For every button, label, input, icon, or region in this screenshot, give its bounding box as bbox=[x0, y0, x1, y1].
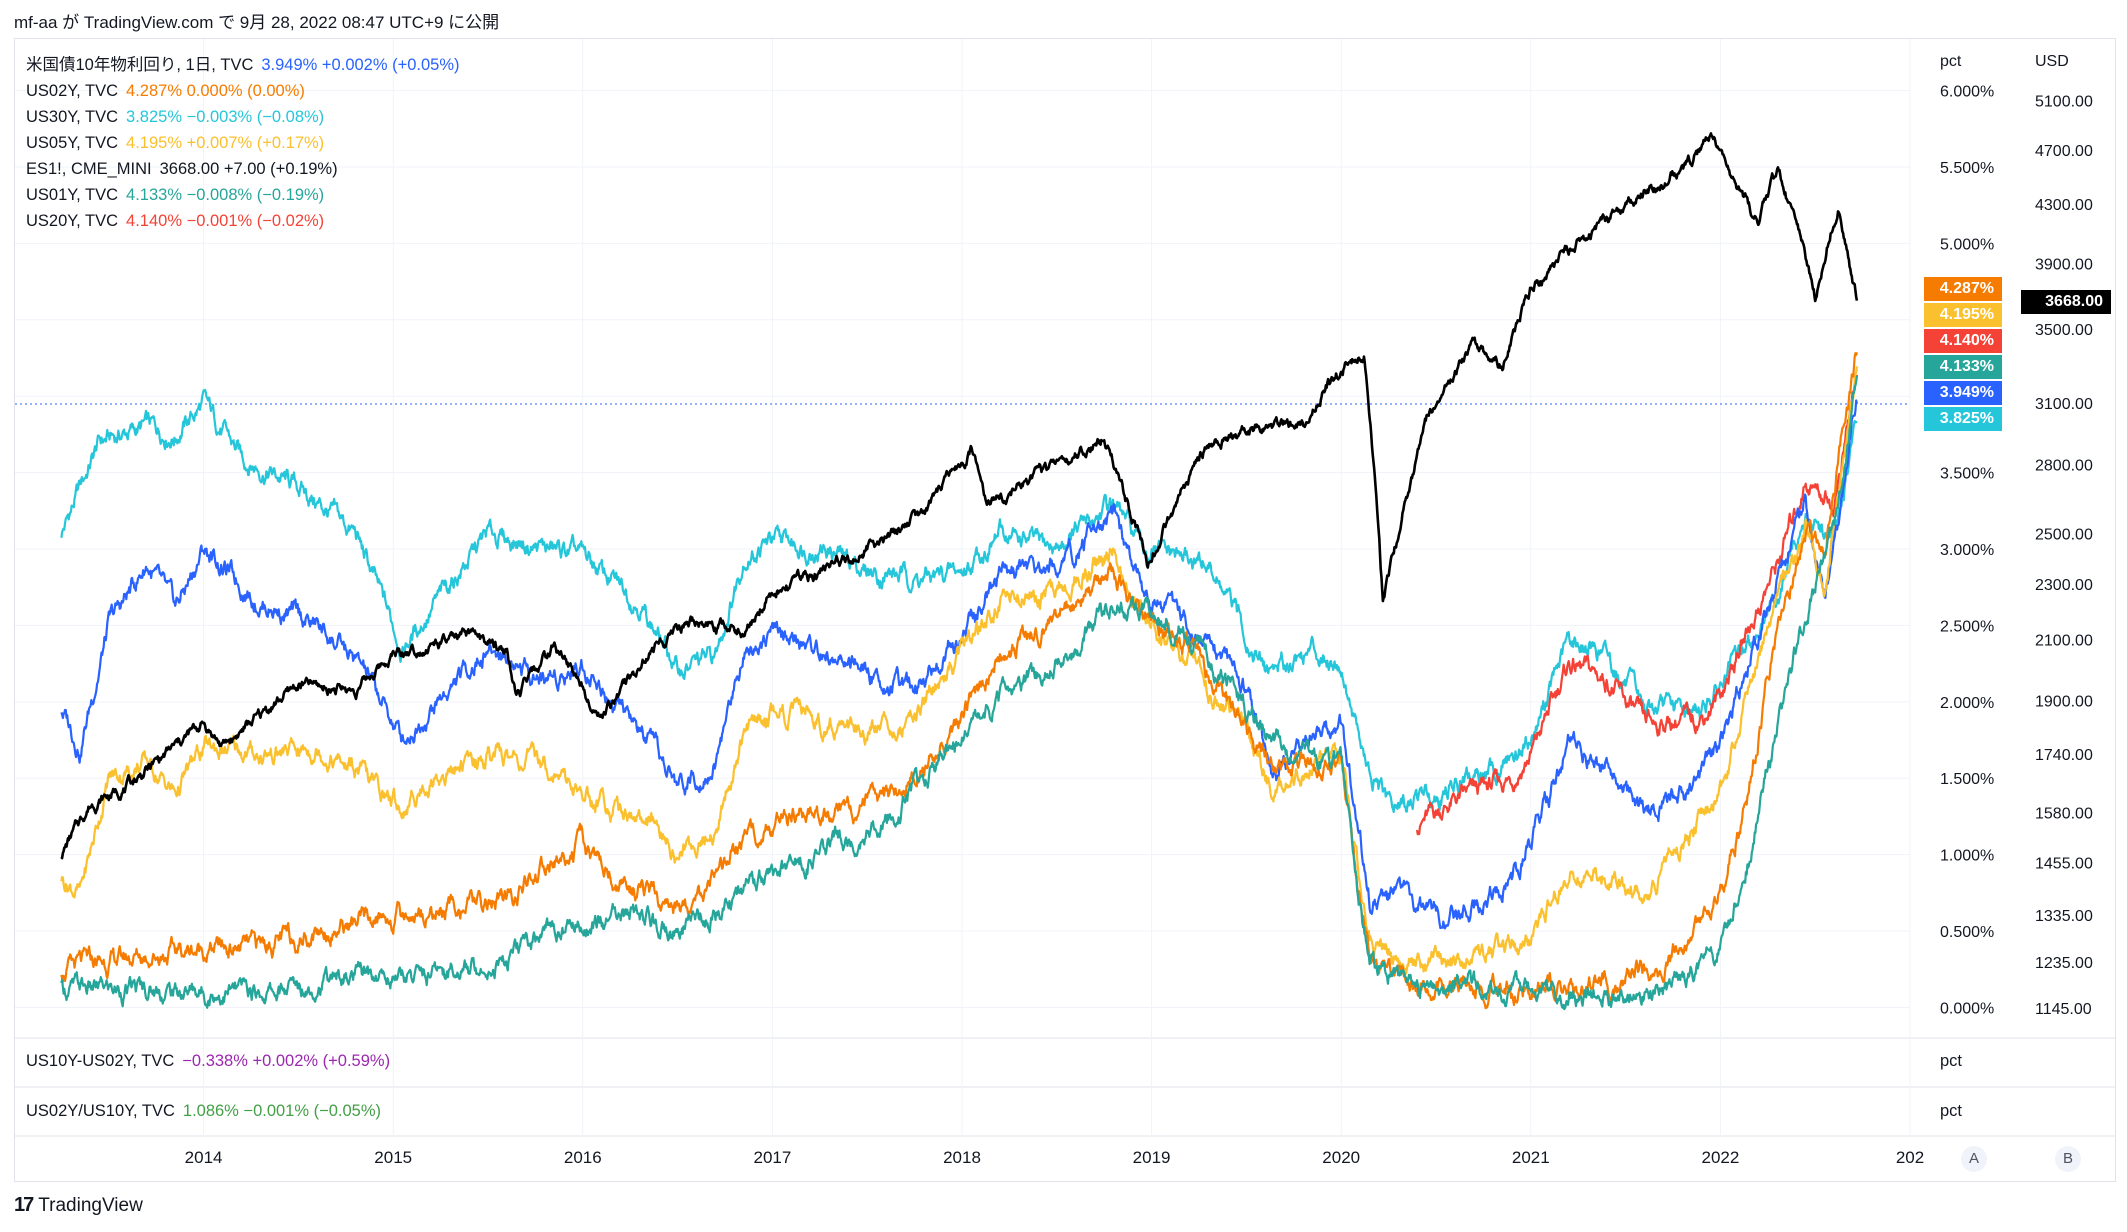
x-tick-label: 2019 bbox=[1133, 1148, 1171, 1167]
auto-scale-button[interactable]: A bbox=[1961, 1146, 1987, 1172]
y-right-tick-label: 1235.00 bbox=[2035, 955, 2093, 972]
series-line-us05y bbox=[60, 366, 1858, 975]
y-right-tick-label: 3500.00 bbox=[2035, 322, 2093, 339]
y-left-tick-label: 5.500% bbox=[1940, 160, 1994, 177]
legend-row[interactable]: US20Y, TVC 4.140% −0.001% (−0.02%) bbox=[26, 208, 460, 234]
y-right-tick-label: 1145.00 bbox=[2035, 1001, 2092, 1018]
legend-series-name: ES1!, CME_MINI bbox=[26, 160, 152, 178]
series-line-us01y bbox=[60, 375, 1858, 1011]
y-right-tick-label: 4700.00 bbox=[2035, 143, 2093, 160]
last-value-tag: 3.825% bbox=[1924, 407, 2002, 431]
legend-series-name: US01Y, TVC bbox=[26, 186, 119, 204]
series-lines bbox=[60, 132, 1859, 1011]
y-left-tick-label: 5.000% bbox=[1940, 236, 1994, 253]
sub-pane-spread-axis-label: pct bbox=[1940, 1052, 1963, 1070]
x-tick-label: 2014 bbox=[185, 1148, 223, 1167]
y-right-tick-label: 3100.00 bbox=[2035, 396, 2093, 413]
y-right-tick-label: 3900.00 bbox=[2035, 256, 2093, 273]
sub-pane-spread-legend: US10Y-US02Y, TVC −0.338% +0.002% (+0.59%) bbox=[26, 1052, 390, 1071]
last-value-tag: 4.140% bbox=[1924, 329, 2002, 353]
last-value-tag: 4.195% bbox=[1924, 303, 2002, 327]
last-value-tag: 3.949% bbox=[1924, 381, 2002, 405]
y-left-tick-label: 1.000% bbox=[1940, 848, 1994, 865]
sub-pane-spread-name: US10Y-US02Y, TVC bbox=[26, 1052, 175, 1070]
x-tick-label: 2015 bbox=[374, 1148, 412, 1167]
chart-frame bbox=[14, 38, 2116, 1182]
legend-series-values: 4.133% −0.008% (−0.19%) bbox=[126, 186, 325, 204]
x-tick-label: 2020 bbox=[1322, 1148, 1360, 1167]
last-value-tag: 3668.00 bbox=[2021, 290, 2111, 314]
legend-series-name: US30Y, TVC bbox=[26, 108, 119, 126]
legend-row[interactable]: US05Y, TVC 4.195% +0.007% (+0.17%) bbox=[26, 130, 460, 156]
y-right-tick-label: 2100.00 bbox=[2035, 633, 2093, 650]
y-right-tick-label: 4300.00 bbox=[2035, 197, 2093, 214]
x-tick-label: 2021 bbox=[1512, 1148, 1550, 1167]
legend-row[interactable]: US30Y, TVC 3.825% −0.003% (−0.08%) bbox=[26, 104, 460, 130]
y-left-tick-label: 6.000% bbox=[1940, 84, 1994, 101]
y-right-tick-label: 1740.00 bbox=[2035, 747, 2093, 764]
legend-row[interactable]: 米国債10年物利回り, 1日, TVC 3.949% +0.002% (+0.05… bbox=[26, 52, 460, 78]
grid bbox=[15, 39, 2115, 1137]
tradingview-brand: TradingView bbox=[38, 1194, 143, 1216]
legend-series-name: 米国債10年物利回り, 1日, TVC bbox=[26, 56, 254, 74]
log-scale-button[interactable]: B bbox=[2055, 1146, 2081, 1172]
y-right-tick-label: 2500.00 bbox=[2035, 527, 2093, 544]
y-left-tick-label: 2.500% bbox=[1940, 618, 1994, 635]
y-right-axis-title: USD bbox=[2035, 53, 2069, 70]
y-right-tick-label: 1455.00 bbox=[2035, 855, 2093, 872]
footer-brand[interactable]: 17 TradingView bbox=[14, 1194, 143, 1217]
y-right-tick-label: 1335.00 bbox=[2035, 908, 2093, 925]
legend-series-values: 4.195% +0.007% (+0.17%) bbox=[126, 134, 325, 152]
y-right-tick-label: 1900.00 bbox=[2035, 693, 2093, 710]
legend-series-values: 4.140% −0.001% (−0.02%) bbox=[126, 212, 325, 230]
legend-series-values: 3.949% +0.002% (+0.05%) bbox=[261, 56, 460, 74]
legend-series-name: US02Y, TVC bbox=[26, 82, 119, 100]
y-right-tick-label: 5100.00 bbox=[2035, 93, 2093, 110]
x-tick-label: 2016 bbox=[564, 1148, 602, 1167]
sub-pane-ratio-legend: US02Y/US10Y, TVC 1.086% −0.001% (−0.05%) bbox=[26, 1102, 381, 1121]
series-line-us20y bbox=[1415, 374, 1858, 836]
y-left-tick-label: 3.000% bbox=[1940, 542, 1994, 559]
legend-series-values: 3668.00 +7.00 (+0.19%) bbox=[159, 160, 338, 178]
sub-pane-ratio-values: 1.086% −0.001% (−0.05%) bbox=[182, 1102, 382, 1120]
series-line-us02y bbox=[60, 352, 1858, 1010]
series-line-us10y bbox=[60, 399, 1858, 930]
legend-series-values: 3.825% −0.003% (−0.08%) bbox=[126, 108, 325, 126]
x-tick-label: 2018 bbox=[943, 1148, 981, 1167]
x-tick-label: 2022 bbox=[1701, 1148, 1739, 1167]
main-legend: 米国債10年物利回り, 1日, TVC 3.949% +0.002% (+0.05… bbox=[26, 52, 460, 234]
x-tick-label: 2017 bbox=[753, 1148, 791, 1167]
sub-pane-ratio-name: US02Y/US10Y, TVC bbox=[26, 1102, 175, 1120]
y-left-tick-label: 3.500% bbox=[1940, 466, 1994, 483]
x-tick-label: 202 bbox=[1896, 1148, 1924, 1167]
y-left-axis-title: pct bbox=[1940, 53, 1962, 70]
sub-pane-spread-values: −0.338% +0.002% (+0.59%) bbox=[182, 1052, 391, 1070]
y-left-tick-label: 2.000% bbox=[1940, 695, 1994, 712]
y-left-tick-label: 1.500% bbox=[1940, 771, 1994, 788]
legend-row[interactable]: ES1!, CME_MINI 3668.00 +7.00 (+0.19%) bbox=[26, 156, 460, 182]
sub-pane-ratio-axis-label: pct bbox=[1940, 1102, 1963, 1120]
last-value-tag: 4.133% bbox=[1924, 355, 2002, 379]
y-right-tick-label: 1580.00 bbox=[2035, 805, 2093, 822]
y-right-tick-label: 2300.00 bbox=[2035, 577, 2093, 594]
legend-series-values: 4.287% 0.000% (0.00%) bbox=[126, 82, 305, 100]
last-value-tag: 4.287% bbox=[1924, 277, 2002, 301]
y-left-tick-label: 0.000% bbox=[1940, 1000, 1994, 1017]
tradingview-logo: 17 bbox=[14, 1194, 34, 1216]
y-right-tick-label: 2800.00 bbox=[2035, 458, 2093, 475]
publish-info: mf-aa が TradingView.com で 9月 28, 2022 08… bbox=[14, 13, 500, 32]
series-line-es1 bbox=[60, 132, 1859, 860]
legend-row[interactable]: US02Y, TVC 4.287% 0.000% (0.00%) bbox=[26, 78, 460, 104]
legend-series-name: US20Y, TVC bbox=[26, 212, 119, 230]
legend-row[interactable]: US01Y, TVC 4.133% −0.008% (−0.19%) bbox=[26, 182, 460, 208]
y-left-tick-label: 0.500% bbox=[1940, 924, 1994, 941]
legend-series-name: US05Y, TVC bbox=[26, 134, 119, 152]
series-line-us30y bbox=[60, 388, 1858, 814]
